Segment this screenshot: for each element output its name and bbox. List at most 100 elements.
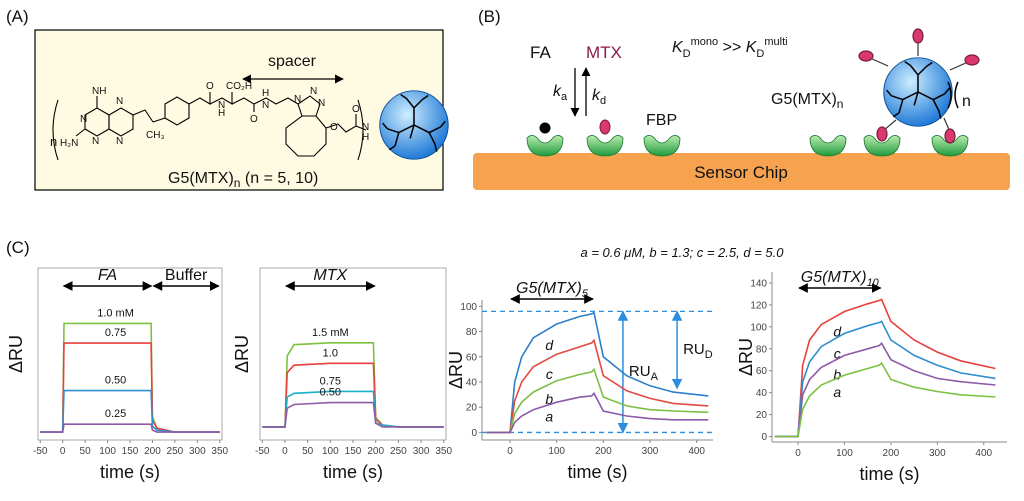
series-line: [262, 401, 444, 428]
series-label: 0.50: [320, 387, 341, 399]
span-text: Buffer: [165, 267, 208, 284]
span-text: G5(MTX): [801, 269, 867, 286]
sub: d: [600, 95, 606, 107]
x-tick-label: 0: [795, 448, 801, 459]
atom: O: [352, 104, 360, 115]
x-tick-label: 300: [929, 448, 946, 459]
y-tick-label: 140: [750, 278, 767, 289]
y-tick-label: 0: [761, 432, 767, 443]
x-axis-label: time (s): [568, 462, 628, 482]
series-line: [40, 389, 220, 433]
name-tail: (n = 5, 10): [240, 170, 318, 187]
ru-label: RUA: [629, 363, 659, 383]
repeat-n: n: [50, 134, 57, 149]
atom: H: [362, 132, 369, 143]
y-tick-label: 60: [466, 352, 478, 363]
y-axis-label: ΔRU: [736, 338, 756, 376]
series-line: [486, 367, 709, 434]
y-tick-label: 0: [471, 428, 477, 439]
atom: NH: [92, 86, 106, 97]
y-tick-label: 20: [756, 410, 768, 421]
sensor-chip: [473, 153, 1010, 190]
atom: N: [218, 100, 225, 111]
x-tick-label: 100: [548, 446, 565, 457]
x-tick-label: 350: [435, 446, 452, 457]
receptor: [810, 135, 846, 156]
x-tick-label: -50: [33, 446, 48, 457]
atom: N: [294, 94, 301, 105]
ru-label: RUD: [683, 341, 713, 361]
x-tick-label: 0: [60, 446, 66, 457]
structure-bonds: [52, 92, 367, 161]
atom: O: [330, 122, 338, 133]
rel: >>: [718, 39, 746, 56]
name-sub: n: [837, 97, 844, 111]
x-tick-label: 300: [189, 446, 206, 457]
span-label: G5(MTX)10: [801, 269, 880, 289]
kd-relation: KDmono >> KDmulti: [672, 36, 788, 60]
span-text: MTX: [313, 267, 348, 284]
series-label: b: [833, 366, 841, 382]
paren: [947, 81, 952, 109]
span-sub: 10: [867, 277, 880, 289]
paren: [954, 81, 959, 109]
x-tick-label: 200: [144, 446, 161, 457]
series-label: 0.50: [105, 375, 126, 387]
chip-label: Sensor Chip: [694, 163, 788, 182]
sub: a: [561, 91, 568, 103]
fbp-label: FBP: [646, 112, 677, 129]
series-line: [40, 322, 220, 433]
span-text: G5(MTX): [516, 280, 582, 297]
ru-text: RU: [629, 363, 651, 380]
series-line: [262, 342, 444, 428]
compound-name: G5(MTX)n (n = 5, 10): [168, 170, 318, 190]
x-axis-label: time (s): [100, 462, 160, 482]
y-tick-label: 80: [756, 344, 768, 355]
x-tick-label: 50: [80, 446, 92, 457]
ru-text: RU: [683, 341, 705, 358]
series-line: [40, 423, 220, 433]
sup: mono: [691, 36, 719, 48]
panel-label: (B): [478, 7, 501, 26]
dendrimer-ligands: [858, 28, 980, 144]
series-label: 0.25: [105, 408, 126, 420]
y-tick-label: 100: [460, 302, 477, 313]
y-axis-label: ΔRU: [232, 335, 252, 373]
receptor: [587, 135, 623, 156]
series-label: d: [545, 337, 554, 353]
x-tick-label: 250: [167, 446, 184, 457]
span-label: Buffer: [165, 267, 208, 284]
receptor: [527, 135, 563, 156]
atom: O: [206, 81, 214, 92]
span-label: G5(MTX)5: [516, 280, 589, 300]
x-tick-label: 150: [122, 446, 139, 457]
y-tick-label: 20: [466, 403, 478, 414]
ru-sub: A: [651, 371, 659, 383]
spacer-label: spacer: [268, 53, 317, 70]
structure-box: [34, 29, 444, 191]
atom: H: [262, 88, 269, 99]
atom: N: [116, 136, 123, 147]
x-tick-label: 400: [688, 446, 705, 457]
receptors: [527, 135, 968, 156]
chart: -50 0 50 100 150 200 250 300 350 time (s) ΔRU 1.0 m…: [6, 267, 229, 482]
span-label: FA: [98, 267, 117, 284]
x-tick-label: 100: [99, 446, 116, 457]
x-tick-label: 200: [595, 446, 612, 457]
y-axis-label: ΔRU: [446, 351, 466, 389]
atom: O: [250, 114, 258, 125]
series-line: [486, 338, 709, 434]
atom: N: [116, 96, 123, 107]
sub: D: [756, 48, 764, 60]
series-label: b: [545, 391, 553, 407]
x-tick-label: 400: [975, 448, 992, 459]
series-line: [486, 311, 709, 434]
atoms: NH H₂N N N N N CH₃ O CO₂H H N O H N N N …: [60, 81, 369, 149]
atom: N: [310, 86, 317, 97]
dendrimer: [379, 90, 449, 160]
y-axis-label: ΔRU: [6, 335, 26, 373]
panel-a: (A) spacer n NH H₂N N N N N CH₃ O CO₂H H…: [6, 7, 449, 191]
series-label: a: [833, 384, 841, 400]
atom: N: [362, 122, 369, 133]
